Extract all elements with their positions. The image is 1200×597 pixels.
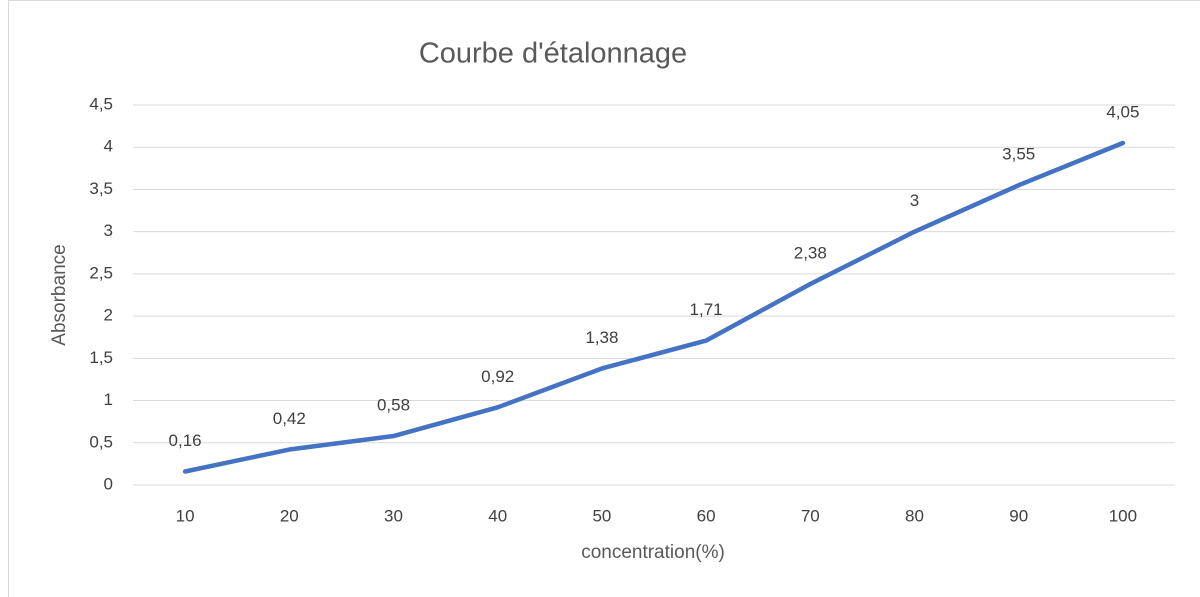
y-tick-label: 2,5 <box>89 263 113 282</box>
x-tick-label: 10 <box>176 506 195 525</box>
x-tick-label: 70 <box>801 506 820 525</box>
x-tick-label: 20 <box>280 506 299 525</box>
x-tick-label: 30 <box>384 506 403 525</box>
x-tick-label: 80 <box>905 506 924 525</box>
x-axis-title: concentration(%) <box>581 542 725 563</box>
chart-title: Courbe d'étalonnage <box>419 38 687 70</box>
data-label: 2,38 <box>794 244 827 263</box>
data-label: 1,38 <box>585 328 618 347</box>
data-label: 3,55 <box>1002 145 1035 164</box>
data-label: 0,16 <box>169 431 202 450</box>
chart-border <box>8 0 1200 597</box>
y-tick-label: 0,5 <box>89 432 113 451</box>
y-tick-label: 3,5 <box>89 179 113 198</box>
y-axis-title: Absorbance <box>49 244 70 345</box>
y-tick-label: 4 <box>104 137 113 156</box>
data-label: 3 <box>910 191 919 210</box>
x-tick-label: 100 <box>1109 506 1137 525</box>
y-tick-label: 3 <box>104 221 113 240</box>
data-label: 0,42 <box>273 409 306 428</box>
y-tick-label: 4,5 <box>89 94 113 113</box>
y-tick-label: 0 <box>104 474 113 493</box>
data-label: 1,71 <box>690 300 723 319</box>
data-label: 4,05 <box>1106 102 1139 121</box>
data-line <box>182 140 1126 474</box>
data-label: 0,92 <box>481 367 514 386</box>
x-tick-label: 50 <box>592 506 611 525</box>
x-tick-label: 40 <box>488 506 507 525</box>
y-tick-label: 1 <box>104 390 113 409</box>
data-label: 0,58 <box>377 396 410 415</box>
x-tick-label: 60 <box>697 506 716 525</box>
x-tick-label: 90 <box>1009 506 1028 525</box>
y-tick-label: 2 <box>104 306 113 325</box>
y-tick-label: 1,5 <box>89 348 113 367</box>
